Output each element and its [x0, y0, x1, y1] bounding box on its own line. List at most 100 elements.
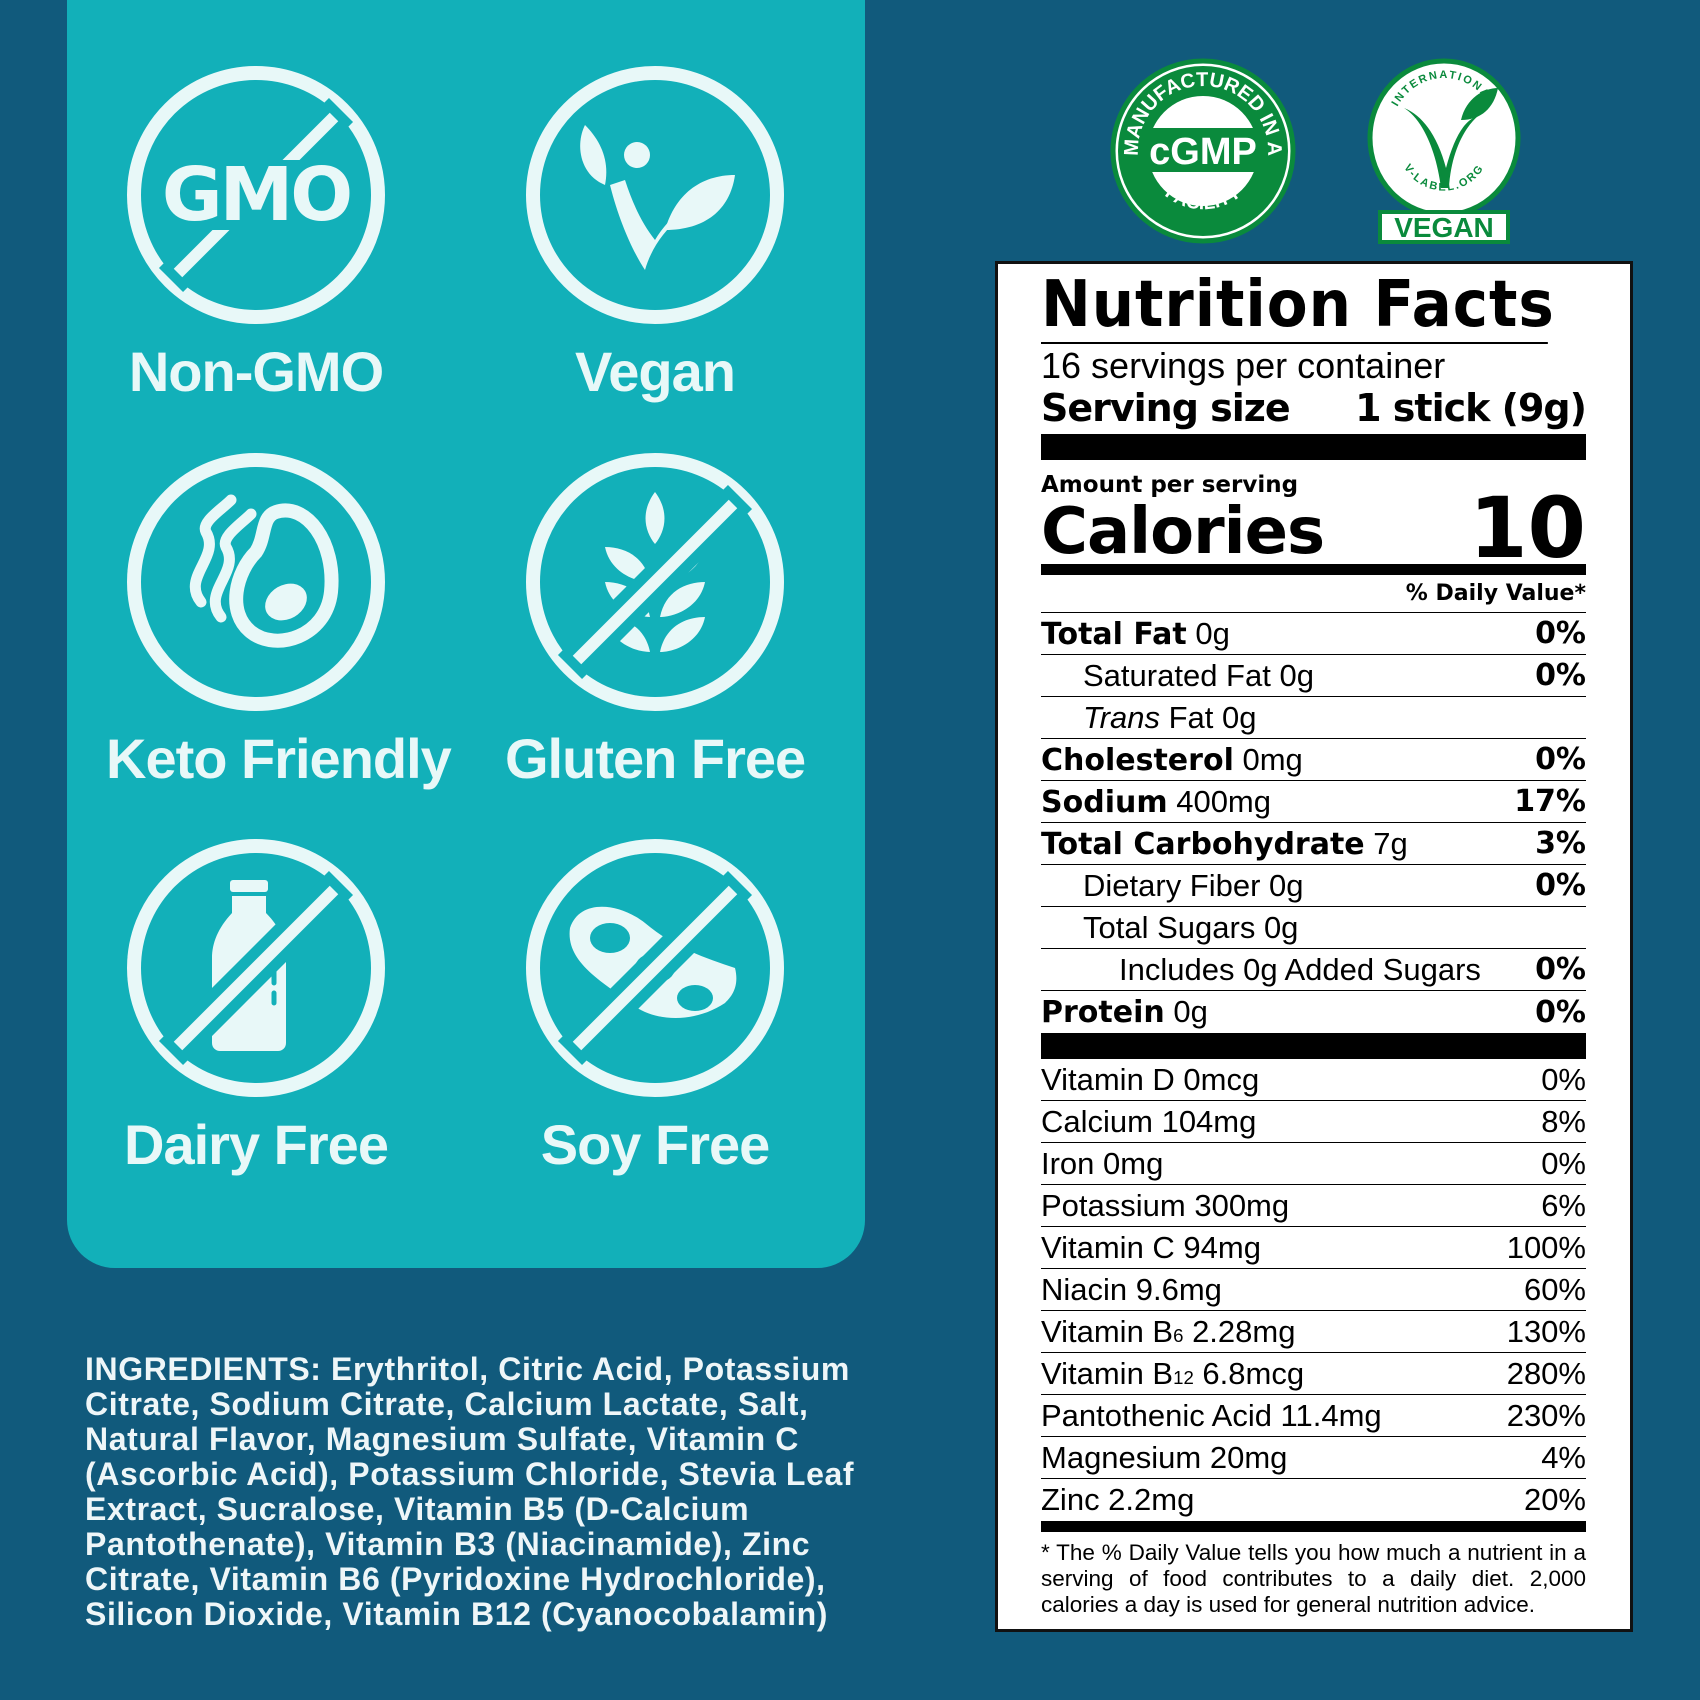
vitamin-row: Potassium 300mg 6%: [1041, 1185, 1586, 1227]
vitamin-dv: 280%: [1506, 1355, 1586, 1391]
badge-label: Soy Free: [540, 1113, 771, 1176]
vitamin-name: Zinc 2.2mg: [1041, 1482, 1195, 1517]
vitamin-dv: 20%: [1523, 1482, 1586, 1517]
nutrient-name: Trans Fat 0g: [1083, 699, 1257, 735]
nutrient-name: Includes 0g Added Sugars: [1119, 951, 1481, 987]
nutrient-name: Saturated Fat 0g: [1083, 657, 1314, 693]
vitamin-name: Magnesium 20mg: [1041, 1439, 1288, 1475]
vegan-plant-icon: [526, 66, 784, 324]
nutrient-dv: 0%: [1535, 742, 1586, 777]
no-wheat-icon: [526, 453, 784, 711]
nutrient-name: Total Carbohydrate 7g: [1041, 825, 1408, 862]
vitamin-dv: 60%: [1523, 1271, 1586, 1307]
calories-row: Calories 10: [1041, 486, 1586, 570]
vitamin-row: Zinc 2.2mg 20%: [1041, 1479, 1586, 1521]
badge-non-gmo: GMO Non-GMO: [106, 65, 406, 404]
macro-nutrient-list: Total Fat 0g 0% Saturated Fat 0g 0% Trans Fa…: [1041, 613, 1586, 1033]
divider-thick: [1041, 1033, 1586, 1059]
badge-soy-free: Soy Free: [505, 838, 805, 1177]
vitamin-dv: 0%: [1541, 1061, 1586, 1097]
nutrition-facts-title: Nutrition Facts: [1041, 268, 1555, 344]
vitamin-row: Pantothenic Acid 11.4mg 230%: [1041, 1395, 1586, 1437]
vegan-vlabel-seal: INTERNATIONAL V-LABEL.ORG VEGAN: [1366, 58, 1522, 249]
nutrient-name: Dietary Fiber 0g: [1083, 867, 1304, 903]
nutrient-row: Cholesterol 0mg 0%: [1041, 739, 1586, 781]
serving-size-label: Serving size: [1041, 386, 1291, 430]
nutrient-row: Total Carbohydrate 7g 3%: [1041, 823, 1586, 865]
svg-text:cGMP: cGMP: [1149, 131, 1257, 173]
vitamin-name: Potassium 300mg: [1041, 1187, 1290, 1223]
nutrient-dv: 0%: [1535, 952, 1586, 987]
nutrient-dv: 0%: [1535, 868, 1586, 903]
badge-keto-friendly: Keto Friendly: [106, 452, 452, 791]
avocado-icon: [127, 453, 385, 711]
nutrient-name: Sodium 400mg: [1041, 783, 1271, 820]
nutrition-facts-panel: Nutrition Facts 16 servings per containe…: [995, 261, 1633, 1632]
badge-vegan: Vegan: [505, 65, 805, 404]
svg-text:GMO: GMO: [162, 152, 350, 238]
nutrient-name: Total Fat 0g: [1041, 615, 1230, 652]
vitamin-name: Vitamin B12 6.8mcg: [1041, 1355, 1305, 1391]
nutrient-dv: 0%: [1535, 658, 1586, 693]
serving-size-row: Serving size 1 stick (9g): [1041, 386, 1587, 430]
vitamin-name: Vitamin D 0mcg: [1041, 1061, 1260, 1097]
nutrient-dv: 3%: [1535, 826, 1586, 861]
vitamin-row: Niacin 9.6mg 60%: [1041, 1269, 1586, 1311]
calories-value: 10: [1469, 479, 1586, 577]
vitamin-dv: 100%: [1506, 1229, 1586, 1265]
badge-label: Non-GMO: [128, 340, 384, 403]
nutrient-row: Dietary Fiber 0g 0%: [1041, 865, 1586, 907]
vitamin-dv: 130%: [1506, 1313, 1586, 1349]
cgmp-seal: cGMP MANUFACTURED IN A FACILITY: [1110, 58, 1296, 249]
badge-dairy-free: Dairy Free: [106, 838, 406, 1177]
vitamin-dv: 6%: [1541, 1187, 1586, 1223]
vitamin-name: Niacin 9.6mg: [1041, 1271, 1222, 1307]
divider-thick: [1041, 434, 1586, 460]
amount-per-serving: Amount per serving: [1041, 472, 1299, 498]
nutrient-name: Protein 0g: [1041, 994, 1208, 1030]
daily-value-footnote: * The % Daily Value tells you how much a…: [1041, 1540, 1586, 1617]
divider-medium: [1041, 564, 1586, 575]
no-milk-bottle-icon: [127, 839, 385, 1097]
badge-label: Vegan: [575, 340, 736, 403]
nutrient-row: Trans Fat 0g: [1041, 697, 1586, 739]
vitamin-row: Vitamin D 0mcg 0%: [1041, 1059, 1586, 1101]
nutrient-name: Total Sugars 0g: [1083, 909, 1299, 945]
servings-per-container: 16 servings per container: [1041, 345, 1446, 386]
no-soybean-icon: [526, 839, 784, 1097]
badge-label: Dairy Free: [124, 1113, 389, 1176]
vitamin-dv: 8%: [1541, 1103, 1586, 1139]
vitamin-name: Iron 0mg: [1041, 1145, 1164, 1181]
vitamin-dv: 230%: [1506, 1397, 1586, 1433]
vitamin-row: Magnesium 20mg 4%: [1041, 1437, 1586, 1479]
serving-size-value: 1 stick (9g): [1355, 386, 1587, 430]
nutrient-row: Saturated Fat 0g 0%: [1041, 655, 1586, 697]
no-gmo-icon: GMO: [127, 66, 385, 324]
nutrient-dv: 17%: [1514, 784, 1586, 819]
badge-label: Gluten Free: [505, 727, 806, 790]
divider-medium: [1041, 1521, 1586, 1532]
nutrient-row: Includes 0g Added Sugars 0%: [1041, 949, 1586, 991]
calories-label: Calories: [1041, 495, 1325, 569]
nutrient-row: Sodium 400mg 17%: [1041, 781, 1586, 823]
vitamin-row: Iron 0mg 0%: [1041, 1143, 1586, 1185]
nutrient-row: Protein 0g 0%: [1041, 991, 1586, 1033]
badge-gluten-free: Gluten Free: [505, 452, 806, 791]
ingredients-heading: INGREDIENTS:: [85, 1351, 322, 1387]
vitamin-name: Pantothenic Acid 11.4mg: [1041, 1397, 1382, 1433]
vitamin-name: Vitamin B6 2.28mg: [1041, 1313, 1296, 1349]
svg-text:VEGAN: VEGAN: [1394, 212, 1494, 243]
vitamin-dv: 4%: [1541, 1439, 1586, 1475]
ingredients-list: Erythritol, Citric Acid, Potassium Citra…: [85, 1351, 855, 1632]
vitamin-name: Vitamin C 94mg: [1041, 1229, 1261, 1265]
nutrient-row: Total Sugars 0g: [1041, 907, 1586, 949]
nutrient-dv: 0%: [1535, 616, 1586, 651]
daily-value-header: % Daily Value*: [1041, 575, 1586, 613]
vitamin-row: Calcium 104mg 8%: [1041, 1101, 1586, 1143]
vitamin-name: Calcium 104mg: [1041, 1103, 1257, 1139]
micro-nutrient-list: Vitamin D 0mcg 0% Calcium 104mg 8% Iron 0mg 0…: [1041, 1059, 1586, 1521]
ingredients-text: INGREDIENTS: Erythritol, Citric Acid, Po…: [85, 1352, 885, 1632]
badge-label: Keto Friendly: [106, 727, 452, 790]
nutrient-row: Total Fat 0g 0%: [1041, 613, 1586, 655]
nutrient-dv: 0%: [1535, 994, 1586, 1030]
